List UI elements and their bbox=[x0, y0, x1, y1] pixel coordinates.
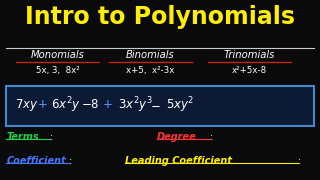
FancyBboxPatch shape bbox=[6, 86, 314, 126]
Text: :: : bbox=[210, 132, 213, 142]
Text: 5x, 3,  8x²: 5x, 3, 8x² bbox=[36, 66, 79, 75]
Text: :: : bbox=[69, 156, 72, 166]
Text: $6x^2y$: $6x^2y$ bbox=[51, 95, 80, 114]
Text: Leading Coefficient: Leading Coefficient bbox=[125, 156, 232, 166]
Text: $-$: $-$ bbox=[150, 98, 160, 111]
Text: :: : bbox=[298, 156, 301, 166]
Text: Terms: Terms bbox=[6, 132, 39, 142]
Text: x+5,  x²-3x: x+5, x²-3x bbox=[126, 66, 175, 75]
Text: $3x^2y^3$: $3x^2y^3$ bbox=[118, 95, 152, 114]
Text: $+$: $+$ bbox=[37, 98, 47, 111]
Text: $5xy^2$: $5xy^2$ bbox=[166, 95, 194, 114]
Text: $7xy$: $7xy$ bbox=[15, 97, 39, 113]
Text: Binomials: Binomials bbox=[126, 50, 175, 60]
Text: $+$: $+$ bbox=[102, 98, 112, 111]
Text: x²+5x-8: x²+5x-8 bbox=[232, 66, 267, 75]
Text: Coefficient: Coefficient bbox=[6, 156, 66, 166]
Text: :: : bbox=[50, 132, 53, 142]
Text: Degree: Degree bbox=[157, 132, 196, 142]
Text: $-8$: $-8$ bbox=[81, 98, 100, 111]
Text: Monomials: Monomials bbox=[31, 50, 84, 60]
Text: Intro to Polynomials: Intro to Polynomials bbox=[25, 5, 295, 29]
Text: Trinomials: Trinomials bbox=[224, 50, 275, 60]
